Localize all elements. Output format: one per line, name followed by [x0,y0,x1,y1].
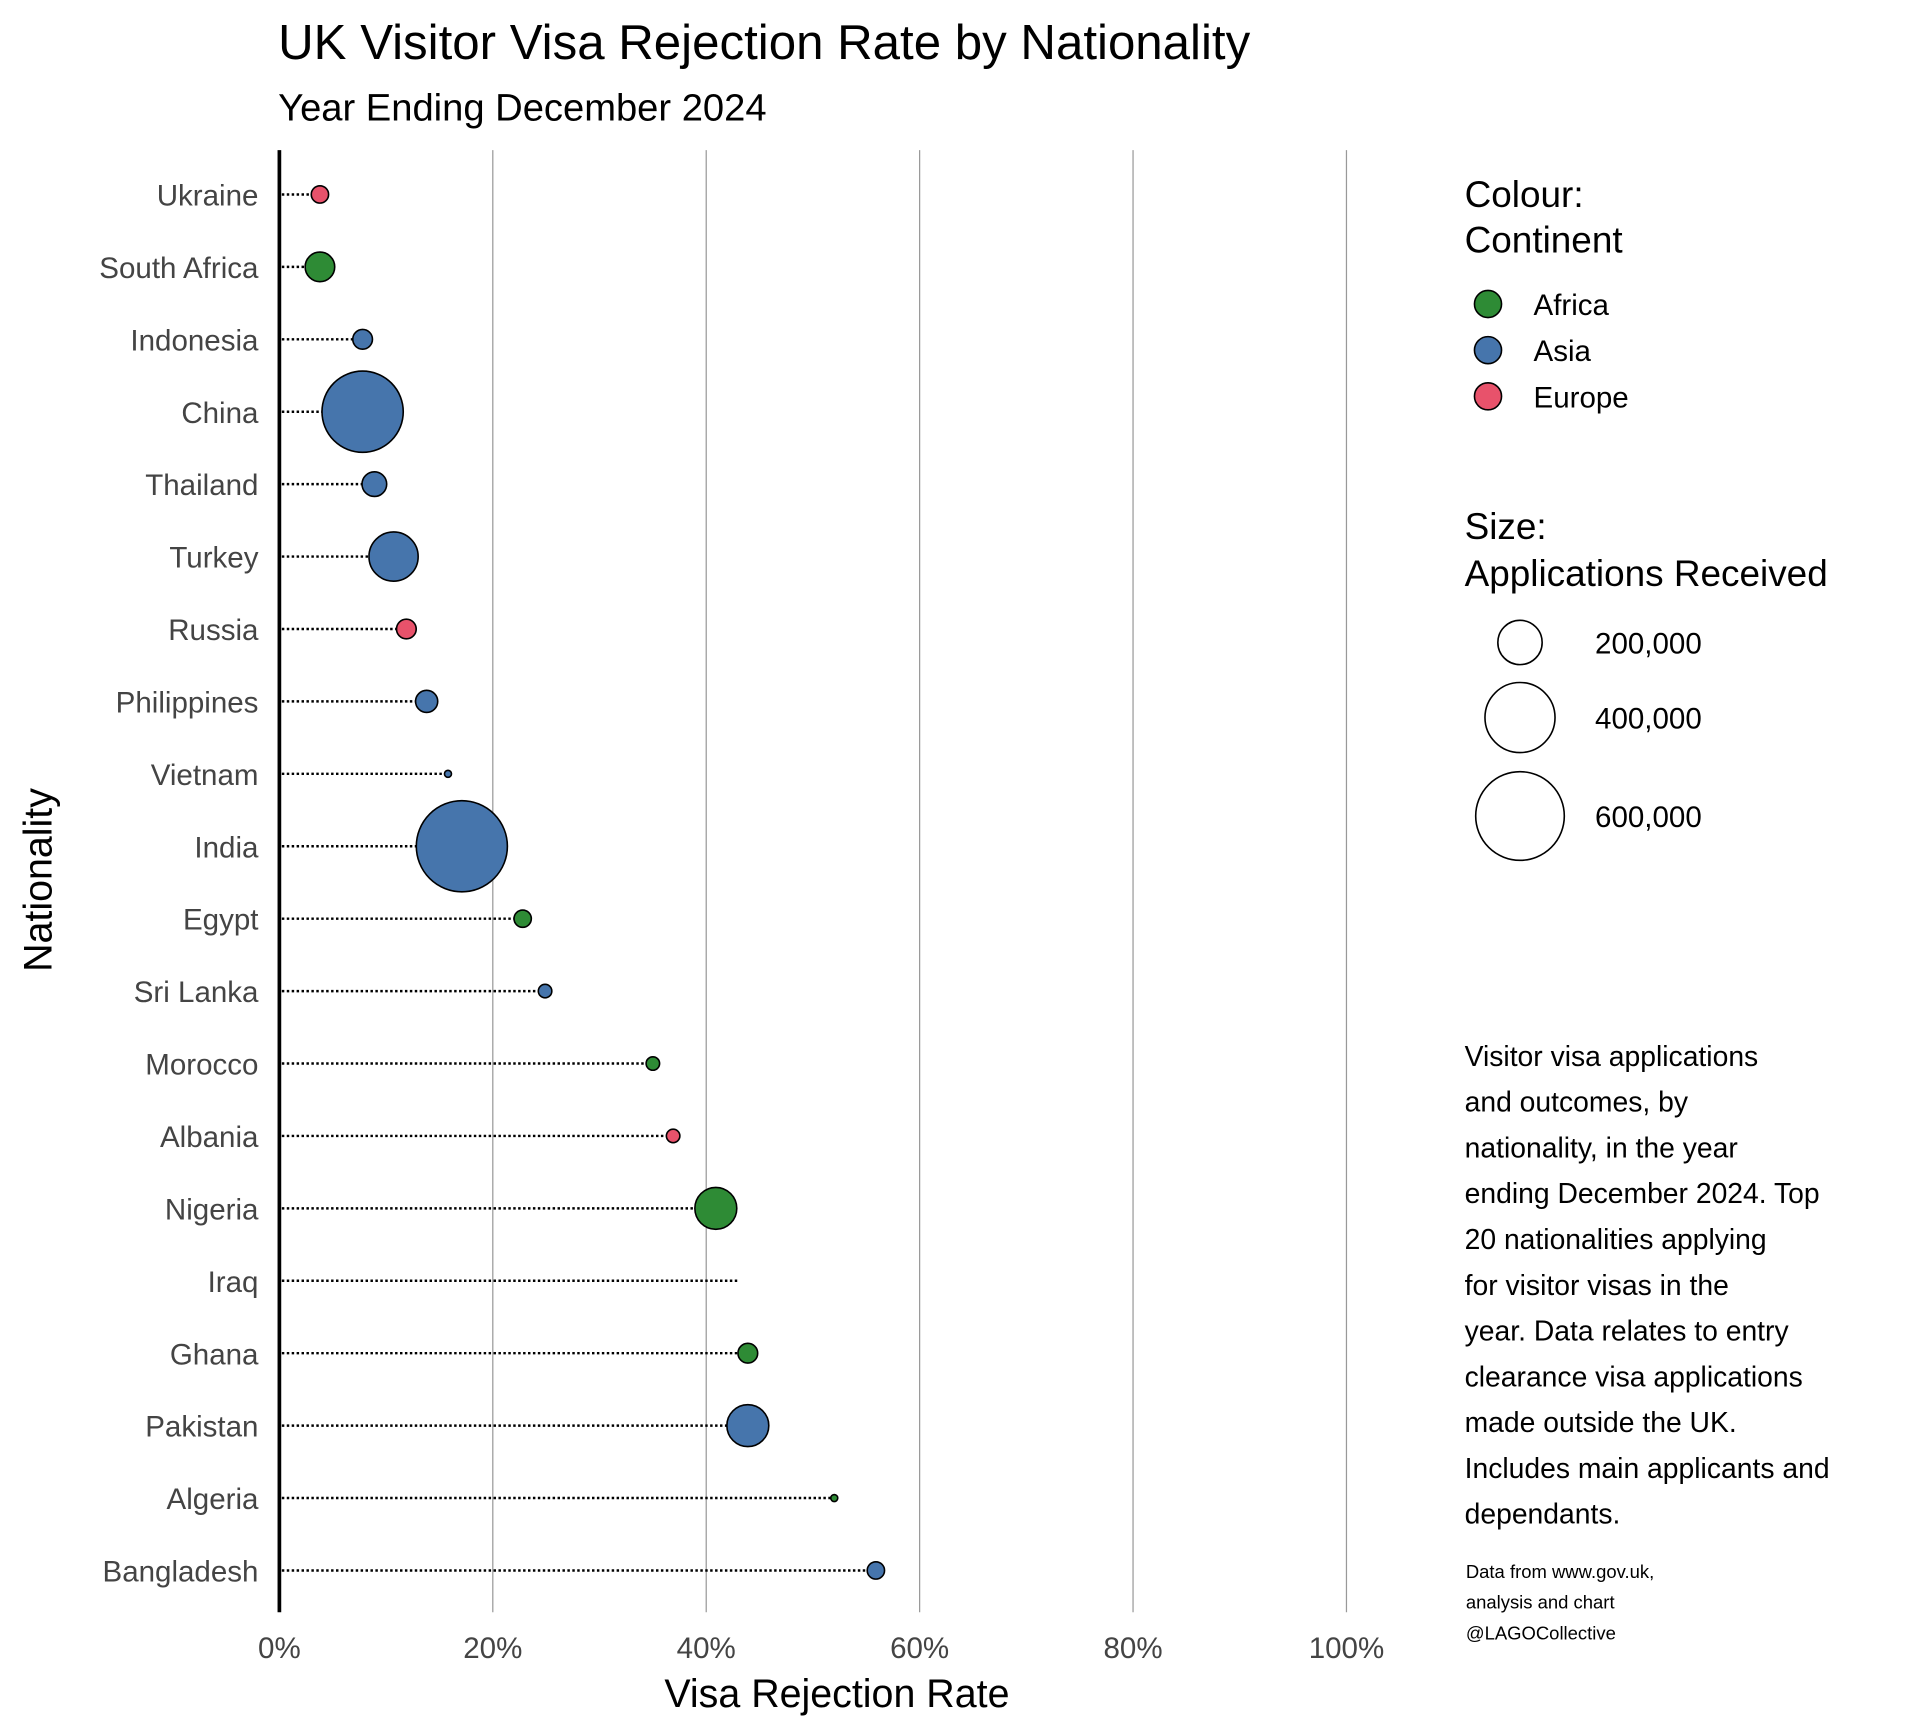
y-tick-label: Iraq [208,1266,259,1299]
y-tick-label: Indonesia [130,324,259,357]
note-line: 20 nationalities applying [1465,1223,1767,1255]
note-line: ending December 2024. Top [1465,1177,1820,1209]
y-tick-label: Egypt [183,904,258,937]
data-point [866,1561,886,1580]
note-line: Includes main applicants and [1465,1452,1830,1484]
y-tick-label: Bangladesh [103,1556,259,1589]
data-point [304,251,336,283]
y-tick-label: Nigeria [165,1193,259,1226]
note-line: dependants. [1465,1498,1621,1530]
legend-size-circle [1474,770,1566,862]
grid [492,150,1348,1613]
legend-label: Asia [1534,335,1592,368]
y-tick-label: Ukraine [157,180,259,213]
legend-swatch [1473,289,1503,319]
points [304,185,886,1580]
y-tick-label: Russia [168,614,259,647]
note-line: Visitor visa applications [1465,1040,1759,1072]
legend: Colour:Continent Africa Asia Europe Size: App… [1465,174,1828,862]
y-tick-label: Turkey [169,542,258,575]
y-tick-label: Albania [160,1121,259,1154]
y-tick-labels: Ukraine South Africa Indonesia China Thailan… [99,180,259,1589]
data-point [665,1128,681,1144]
legend-size-circle [1484,681,1556,754]
data-point [537,983,553,999]
note-line: and outcomes, by [1465,1086,1689,1118]
data-point [361,471,388,498]
x-tick-label: 0% [258,1632,301,1665]
legend-size-circle [1497,619,1543,666]
x-tick-label: 100% [1309,1632,1385,1665]
note-line: clearance visa applications [1465,1360,1803,1392]
x-tick-label: 80% [1104,1632,1163,1665]
data-point [694,1186,738,1231]
data-point [310,185,330,204]
data-point [395,618,418,640]
data-point [368,531,419,582]
x-tick-label: 60% [890,1632,949,1665]
note-line: nationality, in the year [1465,1131,1738,1163]
legend-swatch [1473,381,1503,411]
y-tick-label: China [181,397,259,430]
x-tick-labels: 0% 20% 40% 60% 80% 100% [258,1632,1384,1665]
data-point [321,370,405,454]
data-point [414,689,439,714]
note: Visitor visa applications and outcomes, b… [1465,1040,1830,1644]
legend-label: 600,000 [1595,801,1702,834]
data-point [351,328,374,350]
source-line: analysis and chart [1466,1592,1615,1613]
y-tick-label: Algeria [167,1483,259,1516]
y-tick-label: Sri Lanka [134,976,259,1009]
x-tick-label: 20% [463,1632,522,1665]
legend-title: Colour: [1465,174,1584,215]
x-tick-label: 40% [677,1632,736,1665]
y-tick-label: Pakistan [145,1411,258,1444]
note-line: made outside the UK. [1465,1406,1737,1438]
data-point [645,1055,661,1072]
legend-label: 400,000 [1595,703,1702,736]
y-tick-label: Philippines [116,686,259,719]
data-point [829,1493,839,1503]
x-axis-label: Visa Rejection Rate [664,1672,1009,1716]
source-line: Data from www.gov.uk, [1466,1561,1654,1582]
chart-subtitle: Year Ending December 2024 [278,87,766,130]
y-tick-label: Thailand [145,469,258,502]
legend-title: Continent [1465,219,1623,260]
legend-title: Size: [1465,506,1547,547]
y-tick-label: India [194,831,259,864]
legend-label: Europe [1534,381,1629,414]
note-line: for visitor visas in the [1465,1269,1729,1301]
legend-title: Applications Received [1465,553,1828,594]
data-point [513,909,533,929]
note-line: year. Data relates to entry [1465,1315,1790,1347]
stems [281,193,876,1572]
data-point [443,769,453,779]
data-point [415,799,509,893]
legend-label: Africa [1534,289,1610,322]
data-point [726,1403,770,1448]
source-line: @LAGOCollective [1466,1622,1616,1643]
y-tick-label: Morocco [145,1049,258,1082]
y-tick-label: Ghana [170,1338,259,1371]
legend-label: 200,000 [1595,628,1702,661]
legend-swatch [1473,335,1503,365]
y-axis-label: Nationality [17,788,61,972]
y-tick-label: South Africa [99,252,259,285]
chart-title: UK Visitor Visa Rejection Rate by Nation… [278,15,1250,70]
data-point [737,1342,759,1364]
y-tick-label: Vietnam [151,759,259,792]
